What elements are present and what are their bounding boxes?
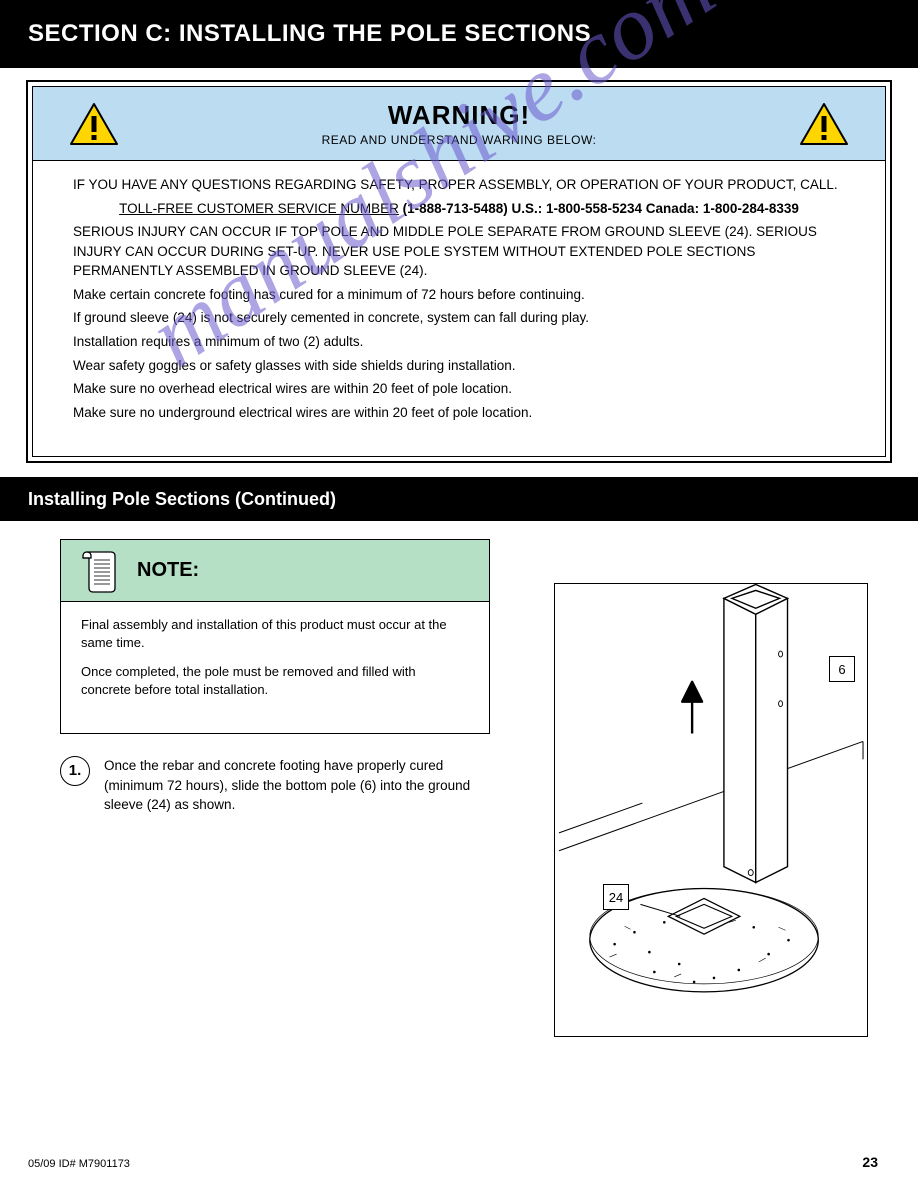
section-title: SECTION C: INSTALLING THE POLE SECTIONS: [28, 20, 591, 48]
warning-title-block: WARNING! READ AND UNDERSTAND WARNING BEL…: [119, 100, 799, 147]
warning-p4: If ground sleeve (24) is not securely ce…: [73, 308, 845, 328]
instruction-section: NOTE: Final assembly and installation of…: [0, 521, 918, 1081]
note-box: NOTE: Final assembly and installation of…: [60, 539, 490, 734]
warning-p7: Make sure no overhead electrical wires a…: [73, 379, 845, 399]
note-p1: Final assembly and installation of this …: [81, 616, 469, 652]
warning-header: WARNING! READ AND UNDERSTAND WARNING BEL…: [33, 87, 885, 161]
diagram-box: 6 24: [554, 583, 868, 1037]
page-number: 23: [862, 1154, 878, 1170]
warning-subtitle: READ AND UNDERSTAND WARNING BELOW:: [119, 133, 799, 147]
warning-p1: IF YOU HAVE ANY QUESTIONS REGARDING SAFE…: [73, 175, 845, 195]
warning-p8: Make sure no underground electrical wire…: [73, 403, 845, 423]
warning-p3: Make certain concrete footing has cured …: [73, 285, 845, 305]
toll-number: (1-888-713-5488) U.S.: 1-800-558-5234 Ca…: [399, 201, 799, 216]
callout-sleeve: 24: [603, 884, 629, 910]
warning-p2: SERIOUS INJURY CAN OCCUR IF TOP POLE AND…: [73, 222, 845, 281]
note-header: NOTE:: [61, 540, 489, 602]
note-body: Final assembly and installation of this …: [61, 602, 489, 733]
page: manualshive.com SECTION C: INSTALLING TH…: [0, 0, 918, 1188]
note-p2: Once completed, the pole must be removed…: [81, 663, 469, 699]
pole-diagram: [555, 584, 867, 1036]
toll-free-line: TOLL-FREE CUSTOMER SERVICE NUMBER (1-888…: [73, 199, 845, 219]
warning-outer-box: WARNING! READ AND UNDERSTAND WARNING BEL…: [26, 80, 892, 463]
section-header-bar: SECTION C: INSTALLING THE POLE SECTIONS: [0, 0, 918, 68]
warning-title: WARNING!: [119, 100, 799, 131]
step-number: 1.: [60, 756, 90, 786]
subsection-header-bar: Installing Pole Sections (Continued): [0, 477, 918, 521]
callout-pole: 6: [829, 656, 855, 682]
warning-section: WARNING! READ AND UNDERSTAND WARNING BEL…: [0, 68, 918, 477]
warning-inner-box: WARNING! READ AND UNDERSTAND WARNING BEL…: [32, 86, 886, 457]
note-title: NOTE:: [137, 559, 199, 582]
subsection-title: Installing Pole Sections (Continued): [28, 489, 336, 510]
warning-p5: Installation requires a minimum of two (…: [73, 332, 845, 352]
warning-triangle-icon: [799, 102, 849, 146]
warning-p6: Wear safety goggles or safety glasses wi…: [73, 356, 845, 376]
warning-body: IF YOU HAVE ANY QUESTIONS REGARDING SAFE…: [33, 161, 885, 456]
scroll-icon: [79, 548, 119, 594]
step-text: Once the rebar and concrete footing have…: [104, 756, 484, 815]
toll-label: TOLL-FREE CUSTOMER SERVICE NUMBER: [119, 201, 399, 216]
warning-triangle-icon: [69, 102, 119, 146]
footer-id: 05/09 ID# M7901173: [28, 1158, 130, 1170]
